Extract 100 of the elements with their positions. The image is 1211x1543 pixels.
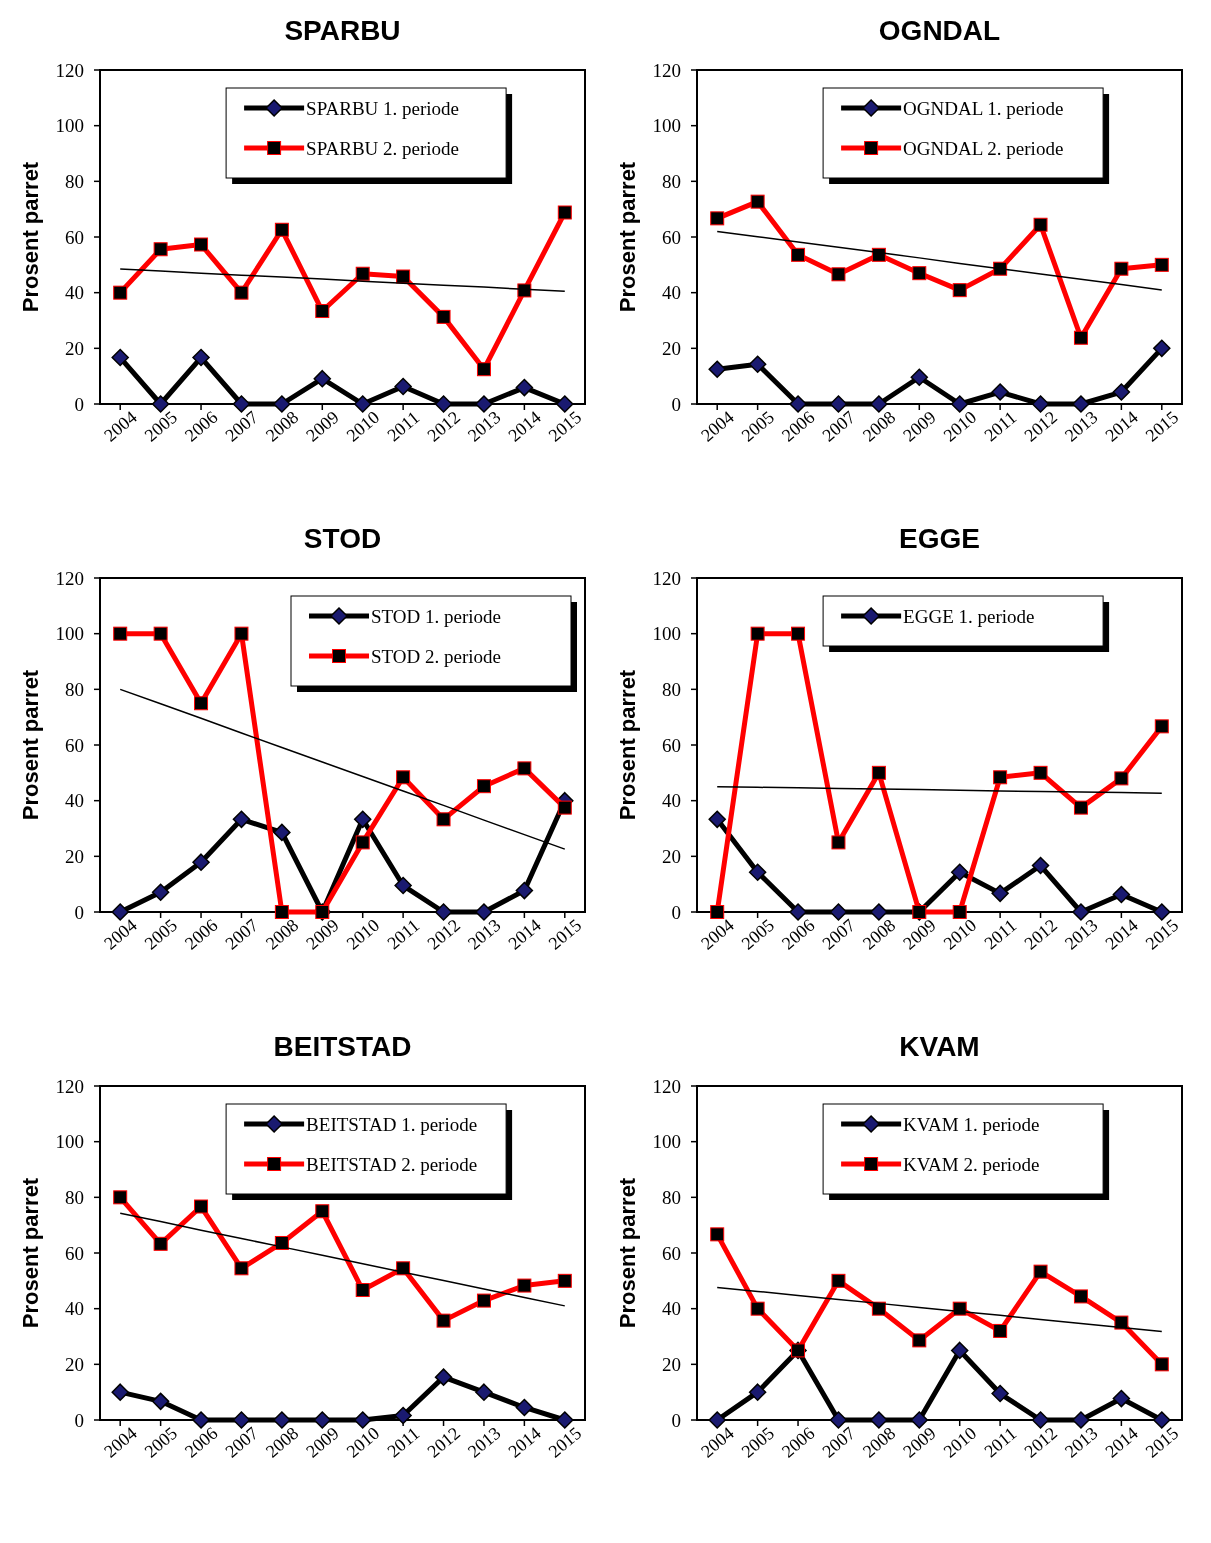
- y-tick-label: 80: [65, 170, 84, 192]
- y-tick-label: 60: [65, 734, 84, 756]
- legend-label: EGGE 1. periode: [903, 605, 1035, 627]
- x-tick-label: 2011: [383, 1423, 424, 1462]
- x-tick-label: 2010: [939, 1423, 981, 1462]
- y-tick-label: 20: [65, 337, 84, 359]
- x-tick-label: 2010: [939, 915, 981, 954]
- y-tick-label: 60: [65, 1242, 84, 1264]
- y-tick-label: 120: [55, 567, 84, 589]
- y-tick-label: 100: [652, 115, 681, 137]
- x-tick-label: 2010: [939, 407, 981, 446]
- x-tick-label: 2008: [261, 915, 303, 954]
- x-tick-label: 2009: [302, 1423, 343, 1462]
- legend-label: KVAM 2. periode: [903, 1153, 1040, 1175]
- x-tick-label: 2012: [423, 915, 464, 954]
- chart-title: KVAM: [899, 1031, 980, 1062]
- legend-label: OGNDAL 1. periode: [903, 97, 1064, 119]
- x-tick-label: 2009: [302, 407, 343, 446]
- y-axis-title: Prosent parret: [18, 161, 43, 313]
- y-tick-label: 60: [662, 226, 681, 248]
- x-tick-label: 2011: [383, 407, 424, 446]
- y-tick-label: 80: [662, 678, 681, 700]
- x-tick-label: 2009: [899, 1423, 940, 1462]
- x-tick-label: 2013: [1060, 1423, 1102, 1462]
- x-tick-label: 2010: [342, 915, 384, 954]
- y-tick-label: 40: [662, 282, 681, 304]
- y-tick-label: 0: [671, 393, 681, 415]
- y-tick-label: 0: [74, 393, 84, 415]
- x-tick-label: 2008: [261, 1423, 303, 1462]
- x-tick-label: 2011: [383, 915, 424, 954]
- chart-title: STOD: [303, 523, 382, 554]
- x-tick-label: 2013: [463, 407, 505, 446]
- y-tick-label: 120: [55, 1075, 84, 1097]
- y-tick-label: 120: [652, 567, 681, 589]
- legend-label: BEITSTAD 2. periode: [306, 1153, 478, 1175]
- x-tick-label: 2013: [463, 915, 505, 954]
- y-tick-label: 80: [662, 170, 681, 192]
- legend-label: BEITSTAD 1. periode: [306, 1113, 478, 1135]
- y-tick-label: 40: [662, 1298, 681, 1320]
- y-axis-title: Prosent parret: [18, 1177, 43, 1329]
- x-tick-label: 2008: [858, 915, 900, 954]
- chart-title: EGGE: [899, 523, 980, 554]
- y-tick-label: 60: [662, 734, 681, 756]
- y-tick-label: 80: [65, 1186, 84, 1208]
- x-tick-label: 2012: [1020, 407, 1061, 446]
- y-tick-label: 60: [65, 226, 84, 248]
- y-tick-label: 40: [662, 790, 681, 812]
- x-tick-label: 2012: [423, 1423, 464, 1462]
- x-tick-label: 2012: [1020, 915, 1061, 954]
- y-tick-label: 0: [74, 901, 84, 923]
- y-tick-label: 0: [671, 901, 681, 923]
- x-tick-label: 2009: [302, 915, 343, 954]
- legend-label: KVAM 1. periode: [903, 1113, 1040, 1135]
- x-tick-label: 2008: [858, 1423, 900, 1462]
- y-tick-label: 40: [65, 790, 84, 812]
- y-tick-label: 120: [55, 59, 84, 81]
- y-tick-label: 100: [652, 1131, 681, 1153]
- x-tick-label: 2011: [980, 915, 1021, 954]
- x-tick-label: 2009: [899, 407, 940, 446]
- x-tick-label: 2008: [858, 407, 900, 446]
- y-tick-label: 100: [55, 115, 84, 137]
- y-tick-label: 80: [65, 678, 84, 700]
- x-tick-label: 2012: [423, 407, 464, 446]
- legend-label: SPARBU 1. periode: [306, 97, 460, 119]
- legend-label: OGNDAL 2. periode: [903, 137, 1064, 159]
- y-tick-label: 40: [65, 282, 84, 304]
- y-tick-label: 0: [671, 1409, 681, 1431]
- chart-title: BEITSTAD: [273, 1031, 412, 1062]
- legend-label: STOD 1. periode: [371, 605, 501, 627]
- x-tick-label: 2011: [980, 1423, 1021, 1462]
- y-tick-label: 0: [74, 1409, 84, 1431]
- x-tick-label: 2013: [463, 1423, 505, 1462]
- legend-label: STOD 2. periode: [371, 645, 501, 667]
- x-tick-label: 2008: [261, 407, 303, 446]
- x-tick-label: 2012: [1020, 1423, 1061, 1462]
- x-tick-label: 2009: [899, 915, 940, 954]
- y-tick-label: 20: [65, 845, 84, 867]
- x-tick-label: 2013: [1060, 915, 1102, 954]
- y-tick-label: 120: [652, 1075, 681, 1097]
- y-tick-label: 20: [662, 1353, 681, 1375]
- chart-title: OGNDAL: [878, 15, 1001, 46]
- y-tick-label: 40: [65, 1298, 84, 1320]
- y-tick-label: 20: [662, 337, 681, 359]
- y-tick-label: 60: [662, 1242, 681, 1264]
- y-tick-label: 20: [662, 845, 681, 867]
- y-tick-label: 100: [652, 623, 681, 645]
- x-tick-label: 2010: [342, 407, 384, 446]
- y-tick-label: 80: [662, 1186, 681, 1208]
- y-axis-title: Prosent parret: [615, 161, 640, 313]
- x-tick-label: 2010: [342, 1423, 384, 1462]
- x-tick-label: 2011: [980, 407, 1021, 446]
- y-tick-label: 120: [652, 59, 681, 81]
- chart-title: SPARBU: [284, 15, 401, 46]
- y-axis-title: Prosent parret: [615, 1177, 640, 1329]
- y-tick-label: 100: [55, 1131, 84, 1153]
- y-tick-label: 20: [65, 1353, 84, 1375]
- y-axis-title: Prosent parret: [18, 669, 43, 821]
- y-tick-label: 100: [55, 623, 84, 645]
- y-axis-title: Prosent parret: [615, 669, 640, 821]
- legend-label: SPARBU 2. periode: [306, 137, 460, 159]
